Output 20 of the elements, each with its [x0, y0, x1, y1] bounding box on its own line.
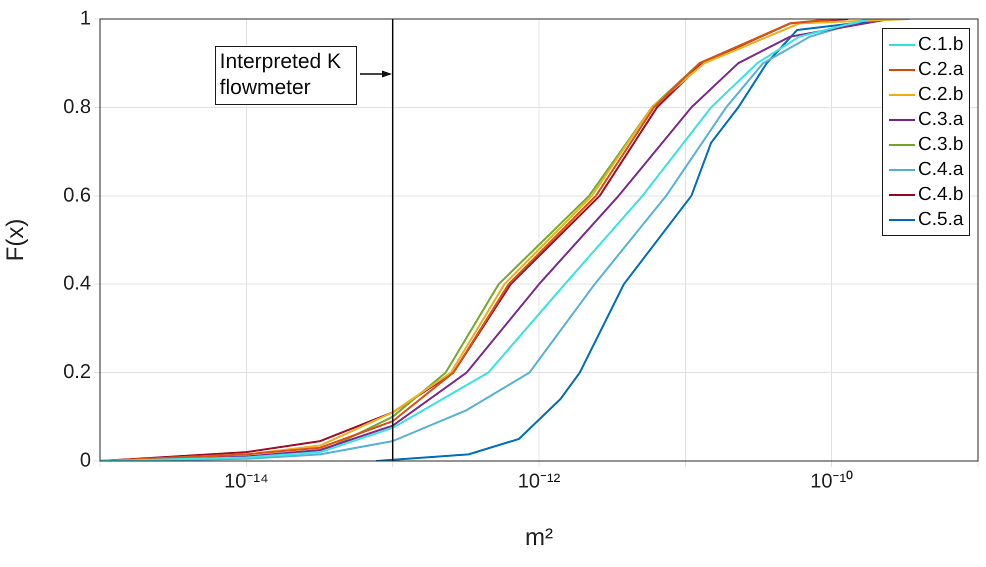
legend-label: C.2.b: [918, 84, 964, 106]
legend-label: C.2.a: [918, 58, 964, 80]
legend-label: C.4.a: [918, 158, 964, 180]
legend-label: C.3.b: [918, 134, 964, 156]
y-tick-label: 1: [80, 8, 91, 30]
x-tick-label: 10⁻¹⁴: [224, 470, 269, 493]
x-tick-label: 10⁻¹⁰: [810, 470, 854, 493]
ref-line-label: Interpreted K flowmeter: [214, 46, 357, 104]
y-axis-title: F(x): [2, 218, 30, 262]
x-tick-label: 10⁻¹²: [518, 470, 561, 493]
legend-label: C.5.a: [918, 208, 964, 230]
legend-label: C.3.a: [918, 108, 964, 130]
y-tick-label: 0.8: [63, 96, 91, 118]
y-tick-label: 0.4: [63, 272, 91, 295]
legend-label: C.1.b: [918, 34, 964, 56]
y-tick-label: 0.2: [63, 361, 91, 384]
x-axis-title: m²: [525, 524, 553, 552]
legend-label: C.4.b: [918, 184, 964, 206]
y-tick-label: 0: [80, 450, 91, 472]
y-tick-label: 0.6: [63, 184, 91, 206]
